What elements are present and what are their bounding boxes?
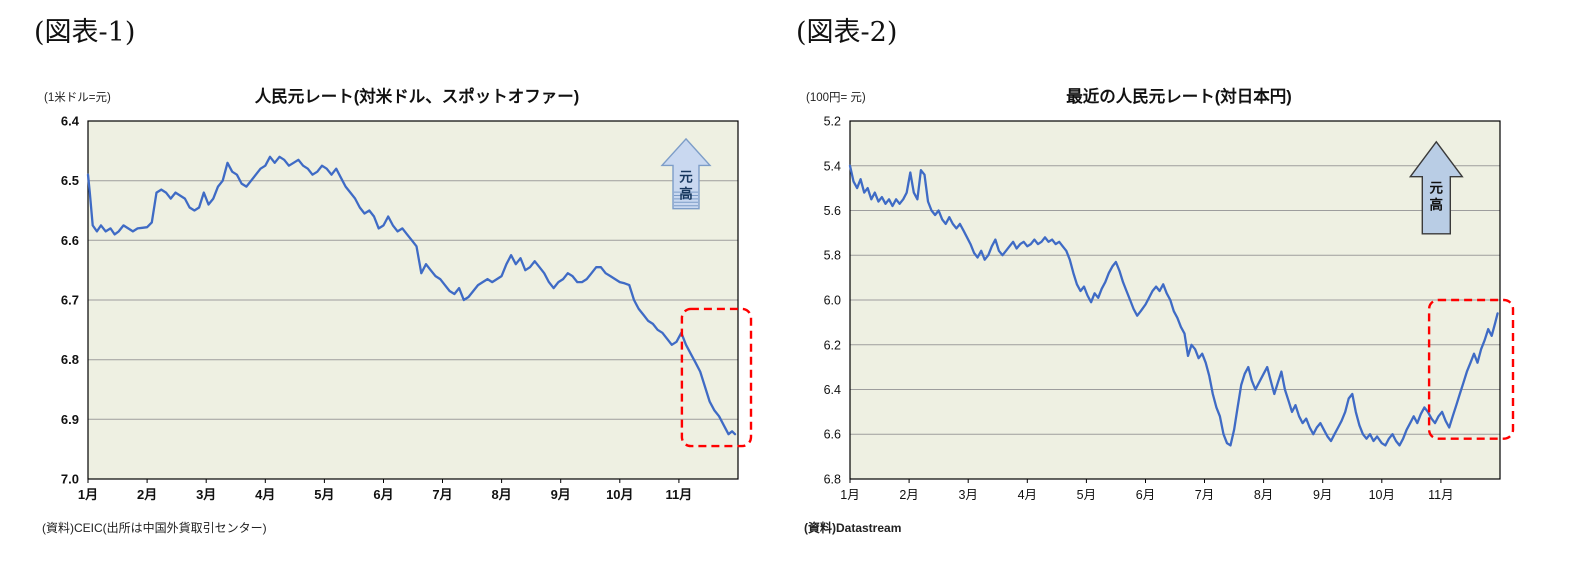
svg-text:9月: 9月 (1313, 488, 1332, 502)
svg-text:2月: 2月 (899, 488, 918, 502)
svg-text:1月: 1月 (840, 488, 859, 502)
svg-text:11月: 11月 (1428, 488, 1453, 502)
svg-text:8月: 8月 (1254, 488, 1273, 502)
svg-text:11月: 11月 (666, 487, 693, 502)
svg-text:4月: 4月 (255, 487, 275, 502)
svg-text:高: 高 (679, 185, 693, 201)
svg-text:10月: 10月 (1369, 488, 1395, 502)
svg-text:8月: 8月 (491, 487, 511, 502)
figure-1: (図表-1) (1米ドル=元) 人民元レート(対米ドル、スポットオファー) 6.… (34, 10, 804, 536)
figure-2: (図表-2) (100円= 元) 最近の人民元レート(対日本円) 5.2 5.4 5… (796, 10, 1566, 536)
figure-2-source: (資料)Datastream (804, 521, 902, 535)
svg-text:6.8: 6.8 (61, 352, 79, 367)
svg-text:6.6: 6.6 (824, 428, 841, 442)
svg-text:6.9: 6.9 (61, 412, 79, 427)
figure-2-axis-unit: (100円= 元) (806, 92, 866, 104)
figure-1-header: (1米ドル=元) 人民元レート(対米ドル、スポットオファー) (34, 79, 804, 109)
svg-text:9月: 9月 (551, 487, 571, 502)
svg-text:10月: 10月 (606, 487, 633, 502)
figure-1-axis-unit: (1米ドル=元) (44, 92, 111, 104)
svg-text:3月: 3月 (958, 488, 977, 502)
svg-text:高: 高 (1430, 197, 1444, 213)
figure-1-label: (図表-1) (34, 17, 136, 48)
svg-text:5.6: 5.6 (824, 204, 841, 218)
svg-text:7月: 7月 (432, 487, 452, 502)
figure-2-chart: 5.2 5.4 5.6 5.8 6.0 6.2 6.4 6.6 6.81月 2月 3月 4月 5月 6月 7… (824, 115, 1515, 502)
figure-1-title: 人民元レート(対米ドル、スポットオファー) (254, 88, 580, 106)
svg-text:6月: 6月 (373, 487, 393, 502)
svg-text:3月: 3月 (196, 487, 216, 502)
svg-text:7.0: 7.0 (61, 472, 79, 487)
svg-text:6.4: 6.4 (61, 114, 80, 129)
figure-2-header: (100円= 元) 最近の人民元レート(対日本円) (796, 79, 1566, 109)
svg-text:元: 元 (1430, 181, 1444, 196)
svg-text:6.8: 6.8 (824, 473, 841, 487)
figure-1-chart: 6.4 6.5 6.6 6.7 6.8 6.9 7.01月 2月 3月 4月 5月 6月 7月 8月 9月 1… (61, 114, 753, 502)
figure-2-label: (図表-2) (796, 17, 898, 48)
svg-text:元: 元 (679, 169, 693, 184)
svg-text:7月: 7月 (1195, 488, 1214, 502)
svg-text:6.0: 6.0 (824, 294, 841, 308)
figure-1-source: (資料)CEIC(出所は中国外貨取引センター) (42, 521, 267, 535)
svg-text:5月: 5月 (314, 487, 334, 502)
svg-text:6.4: 6.4 (824, 383, 841, 397)
svg-text:5.8: 5.8 (824, 249, 841, 263)
svg-text:5.2: 5.2 (824, 115, 841, 129)
svg-text:1月: 1月 (78, 487, 98, 502)
svg-text:5.4: 5.4 (824, 159, 841, 173)
svg-text:4月: 4月 (1018, 488, 1037, 502)
svg-text:6.2: 6.2 (824, 338, 841, 352)
svg-text:6.7: 6.7 (61, 293, 79, 308)
svg-text:2月: 2月 (137, 487, 157, 502)
svg-text:6.6: 6.6 (61, 233, 79, 248)
svg-text:6月: 6月 (1136, 488, 1155, 502)
svg-text:6.5: 6.5 (61, 173, 79, 188)
figure-2-title: 最近の人民元レート(対日本円) (1066, 88, 1292, 106)
svg-text:5月: 5月 (1077, 488, 1096, 502)
